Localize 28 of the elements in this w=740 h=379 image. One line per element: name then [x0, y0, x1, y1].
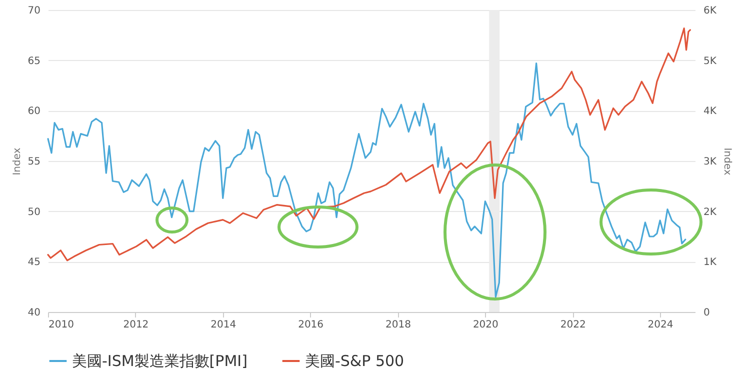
legend-label: 美國-ISM製造業指數[PMI] — [72, 352, 248, 370]
x-tick-label: 2012 — [123, 320, 149, 330]
y2-tick-label: 0 — [704, 308, 710, 318]
y2-tick-label: 5K — [704, 56, 717, 67]
y2-tick-label: 6K — [704, 6, 717, 16]
y-tick-label: 55 — [28, 156, 40, 168]
legend-label: 美國-S&P 500 — [305, 352, 404, 370]
y-tick-label: 50 — [28, 206, 40, 218]
y-tick-label: 60 — [28, 106, 40, 118]
y2-axis-title: Index — [721, 148, 732, 176]
line-series — [47, 28, 691, 262]
y-axis-title: Index — [12, 148, 23, 176]
y2-tick-label: 2K — [704, 206, 717, 218]
y-tick-label: 40 — [28, 308, 40, 318]
x-tick-label: 2018 — [386, 320, 411, 330]
x-tick-label: 2010 — [48, 320, 74, 330]
y-tick-label: 45 — [28, 257, 40, 268]
x-tick-label: 2014 — [210, 320, 236, 330]
x-tick-label: 2020 — [472, 320, 498, 330]
y-tick-label: 70 — [28, 6, 40, 16]
y-tick-label: 65 — [28, 56, 40, 67]
y2-tick-label: 4K — [704, 106, 717, 118]
y2-tick-label: 1K — [704, 257, 717, 268]
line-series — [47, 62, 686, 298]
x-tick-label: 2022 — [560, 320, 586, 330]
x-tick-label: 2024 — [648, 320, 674, 330]
y2-tick-label: 3K — [704, 156, 717, 168]
x-tick-label: 2016 — [298, 320, 324, 330]
